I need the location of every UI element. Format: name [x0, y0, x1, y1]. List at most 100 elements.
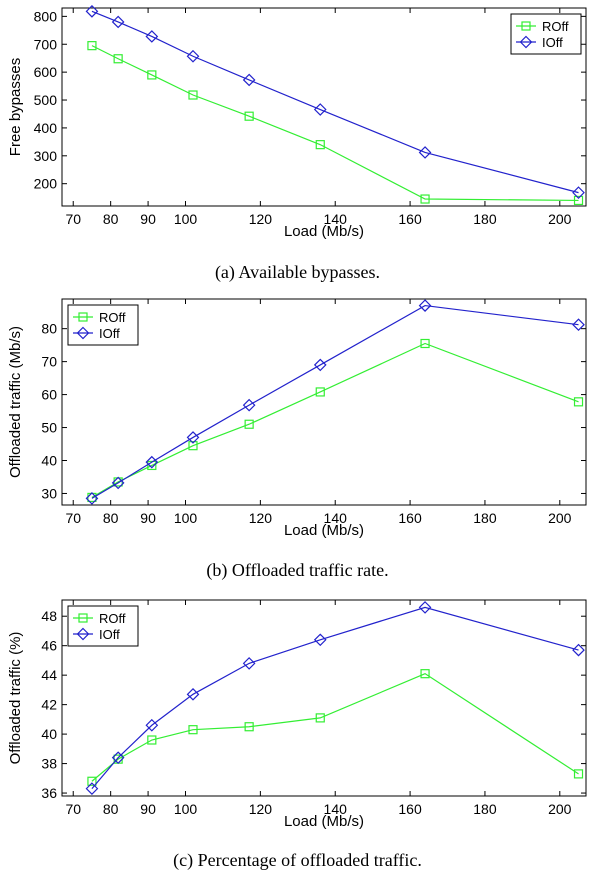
- data-point-roff: [244, 722, 254, 732]
- caption-2: (b) Offloaded traffic rate.: [206, 560, 389, 580]
- data-point-ioff: [186, 49, 200, 63]
- legend-marker-ioff: [519, 35, 533, 49]
- data-point-roff: [315, 140, 325, 150]
- y-tick-label: 44: [41, 667, 57, 683]
- y-tick-label: 200: [34, 176, 58, 192]
- y-tick-label: 70: [41, 354, 57, 370]
- x-tick-label: 200: [548, 801, 572, 817]
- x-tick-label: 200: [548, 510, 572, 526]
- y-tick-label: 42: [41, 697, 57, 713]
- data-point-roff: [420, 669, 430, 679]
- plot-frame: [61, 7, 587, 207]
- data-point-roff: [147, 735, 157, 745]
- y-axis-title: Free bypasses: [7, 58, 24, 156]
- x-tick-label: 100: [174, 211, 198, 227]
- x-tick-label: 100: [174, 510, 198, 526]
- data-point-ioff: [572, 318, 585, 332]
- legend-box: [67, 605, 139, 647]
- data-point-ioff: [313, 358, 327, 372]
- legend-box: [510, 13, 582, 55]
- x-tick-label: 70: [65, 801, 81, 817]
- series-ioff: [85, 299, 585, 505]
- data-point-roff: [420, 338, 430, 349]
- legend-marker-ioff: [76, 326, 90, 340]
- data-point-roff: [188, 725, 198, 735]
- caption-3: (c) Percentage of offloaded traffic.: [173, 850, 422, 870]
- y-axis-title: Offloaded traffic (Mb/s): [7, 326, 24, 478]
- data-point-roff: [244, 419, 254, 429]
- x-axis-title: Load (Mb/s): [284, 813, 364, 830]
- data-point-ioff: [418, 146, 432, 159]
- data-point-ioff: [145, 30, 159, 43]
- x-tick-label: 180: [473, 211, 497, 227]
- data-point-ioff: [145, 455, 159, 469]
- data-point-roff: [87, 776, 97, 786]
- series-roff: [87, 41, 584, 206]
- data-point-roff: [244, 111, 254, 121]
- x-tick-label: 180: [473, 801, 497, 817]
- legend-label-ioff: IOff: [99, 627, 120, 642]
- data-point-roff: [420, 194, 430, 204]
- data-point-ioff: [242, 73, 256, 87]
- x-tick-label: 140: [324, 801, 348, 817]
- x-tick-label: 180: [473, 510, 497, 526]
- series-ioff: [85, 601, 585, 795]
- x-tick-label: 160: [398, 801, 422, 817]
- legend-label-ioff: IOff: [99, 326, 120, 341]
- x-tick-label: 80: [103, 211, 119, 227]
- x-axis-title: Load (Mb/s): [284, 223, 364, 240]
- data-point-roff: [188, 441, 198, 451]
- data-point-ioff: [572, 186, 585, 199]
- plot-frame: [61, 298, 587, 506]
- y-tick-label: 40: [41, 726, 57, 742]
- chart-3: 70 80 90 100 120 140 160 180 200 36 38 40 42 44 46 48 Lo…: [7, 599, 587, 830]
- data-point-roff: [315, 713, 325, 723]
- y-tick-label: 500: [34, 92, 58, 108]
- data-point-ioff: [85, 4, 99, 18]
- y-tick-label: 46: [41, 638, 57, 654]
- x-tick-label: 100: [174, 801, 198, 817]
- series-roff: [87, 669, 584, 786]
- series-roff: [87, 338, 584, 503]
- series-line-ioff: [91, 606, 579, 790]
- x-tick-label: 200: [548, 211, 572, 227]
- y-tick-label: 60: [41, 387, 57, 403]
- y-tick-label: 38: [41, 756, 57, 772]
- x-tick-label: 70: [65, 510, 81, 526]
- data-point-ioff: [313, 103, 327, 116]
- data-point-roff: [87, 41, 97, 51]
- x-tick-label: 120: [249, 211, 273, 227]
- x-tick-label: 80: [103, 510, 119, 526]
- y-tick-label: 700: [34, 36, 58, 52]
- data-point-roff: [113, 54, 123, 64]
- data-point-roff: [573, 397, 584, 407]
- data-point-ioff: [186, 431, 200, 444]
- x-tick-label: 120: [249, 510, 273, 526]
- legend-label-roff: ROff: [99, 611, 126, 626]
- legend-marker-roff: [521, 21, 531, 31]
- series-line-roff: [91, 342, 579, 498]
- x-tick-label: 90: [140, 211, 156, 227]
- y-tick-label: 40: [41, 453, 57, 469]
- y-tick-label: 800: [34, 8, 58, 24]
- series-ioff: [85, 4, 585, 199]
- x-tick-label: 90: [140, 510, 156, 526]
- chart-1: 70 80 90 100 120 140 160 180 200 200 300 400 500 600 7…: [7, 4, 587, 240]
- y-tick-label: 600: [34, 64, 58, 80]
- legend-label-roff: ROff: [542, 19, 569, 34]
- series-line-roff: [91, 45, 579, 202]
- data-point-ioff: [111, 15, 125, 29]
- y-tick-label: 48: [41, 608, 57, 624]
- data-point-ioff: [85, 492, 99, 505]
- data-point-ioff: [242, 398, 256, 412]
- legend-marker-ioff: [76, 627, 90, 641]
- x-tick-label: 160: [398, 510, 422, 526]
- x-tick-label: 140: [324, 510, 348, 526]
- legend-label-roff: ROff: [99, 310, 126, 325]
- x-tick-label: 80: [103, 801, 119, 817]
- data-point-ioff: [242, 657, 256, 670]
- legend-box: [67, 304, 139, 346]
- y-tick-label: 300: [34, 148, 58, 164]
- y-axis-title: Offloaded traffic (%): [7, 632, 24, 765]
- legend-marker-roff: [78, 312, 88, 322]
